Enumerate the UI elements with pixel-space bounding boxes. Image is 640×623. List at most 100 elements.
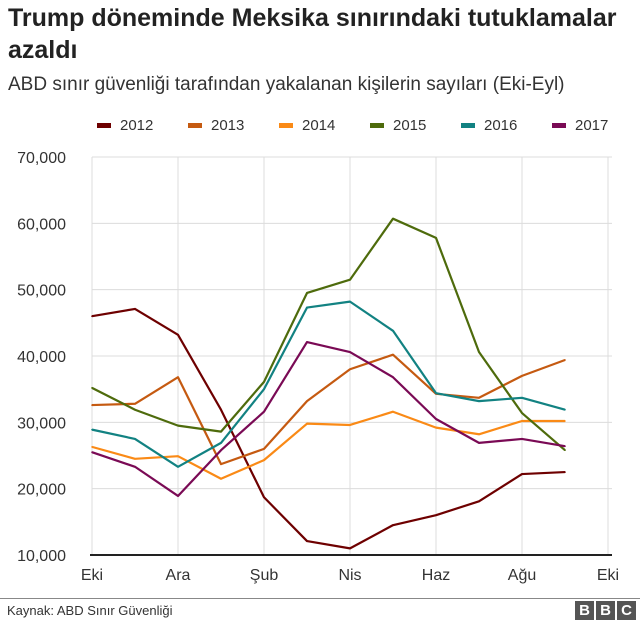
data-point <box>435 392 437 394</box>
data-point <box>263 448 265 450</box>
data-point <box>263 496 265 499</box>
data-point <box>220 408 222 411</box>
data-point <box>521 396 523 399</box>
chart-subtitle: ABD sınır güvenliği tarafından yakalanan… <box>8 74 565 95</box>
x-tick-label: Haz <box>422 567 450 584</box>
series-line-2012 <box>91 307 566 550</box>
data-point <box>349 278 351 281</box>
legend-swatch <box>552 123 566 128</box>
y-tick-label: 70,000 <box>17 150 66 167</box>
data-point <box>134 408 136 411</box>
data-point <box>134 465 136 468</box>
data-point <box>220 430 222 433</box>
data-point <box>220 477 222 480</box>
legend-item: 2016 <box>461 117 552 134</box>
data-point <box>564 408 566 411</box>
data-point <box>306 422 308 425</box>
data-point <box>177 376 179 379</box>
data-point <box>349 351 351 353</box>
logo-letter: B <box>596 601 615 620</box>
data-point <box>134 458 136 460</box>
data-point <box>220 463 222 465</box>
data-point <box>392 410 394 413</box>
x-tick-label: Nis <box>338 567 361 584</box>
data-point <box>91 451 93 453</box>
data-point <box>478 400 480 402</box>
data-point <box>263 381 265 383</box>
data-point <box>263 388 265 390</box>
data-point <box>91 387 93 389</box>
bbc-logo: B B C <box>575 601 636 620</box>
y-tick-label: 10,000 <box>17 548 66 565</box>
source-note: Kaynak: ABD Sınır Güvenliği <box>7 603 173 618</box>
legend-label: 2013 <box>211 117 245 134</box>
data-point <box>564 359 566 361</box>
y-tick-label: 60,000 <box>17 216 66 233</box>
y-tick-label: 30,000 <box>17 415 66 432</box>
data-point <box>478 500 480 503</box>
data-point <box>392 217 394 220</box>
series-line-2017 <box>91 340 566 498</box>
data-point <box>177 455 179 457</box>
x-tick-label: Ara <box>166 567 191 584</box>
data-point <box>134 402 136 405</box>
legend-item: 2012 <box>97 117 188 134</box>
legend-label: 2014 <box>302 117 336 134</box>
series-line-2013 <box>91 353 566 466</box>
footer-divider <box>0 598 640 599</box>
data-point <box>349 424 351 426</box>
data-point <box>392 353 394 356</box>
legend-swatch <box>370 123 384 128</box>
legend-item: 2013 <box>188 117 279 134</box>
x-tick-label: Eki <box>597 567 619 584</box>
data-point <box>392 376 394 379</box>
data-point <box>177 333 179 336</box>
logo-letter: C <box>617 601 636 620</box>
data-point <box>306 341 308 343</box>
data-point <box>564 449 566 451</box>
legend-item: 2017 <box>552 117 640 134</box>
data-point <box>392 329 394 332</box>
data-point <box>435 426 437 429</box>
data-point <box>478 433 480 436</box>
data-point <box>306 306 308 309</box>
data-point <box>134 438 136 440</box>
x-tick-label: Ağu <box>508 567 536 584</box>
legend-swatch <box>188 123 202 128</box>
data-point <box>521 438 523 440</box>
data-point <box>392 524 394 526</box>
data-point <box>177 495 179 497</box>
series-line-2015 <box>91 217 566 452</box>
data-point <box>435 514 437 516</box>
data-point <box>521 375 523 377</box>
data-point <box>349 368 351 371</box>
data-point <box>91 315 93 318</box>
logo-letter: B <box>575 601 594 620</box>
data-point <box>521 473 523 475</box>
data-point <box>306 540 308 542</box>
data-point <box>220 442 222 444</box>
x-tick-label: Şub <box>250 567 279 584</box>
data-point <box>263 459 265 461</box>
x-tick-label: Eki <box>81 567 103 584</box>
data-point <box>91 428 93 431</box>
data-point <box>435 237 437 239</box>
series-line-2014 <box>91 410 565 480</box>
y-tick-label: 20,000 <box>17 482 66 499</box>
data-point <box>306 292 308 294</box>
data-point <box>478 396 480 399</box>
series-line-2016 <box>91 300 566 468</box>
legend-swatch <box>461 123 475 128</box>
data-point <box>564 471 566 473</box>
data-point <box>177 424 179 427</box>
data-point <box>91 404 93 406</box>
legend-item: 2015 <box>370 117 461 134</box>
data-point <box>134 308 136 310</box>
data-point <box>478 351 480 353</box>
data-point <box>177 465 179 468</box>
data-point <box>564 420 566 422</box>
data-point <box>306 400 308 402</box>
legend-label: 2015 <box>393 117 427 134</box>
legend: 2012 2013 2014 2015 2016 2017 <box>97 117 640 134</box>
